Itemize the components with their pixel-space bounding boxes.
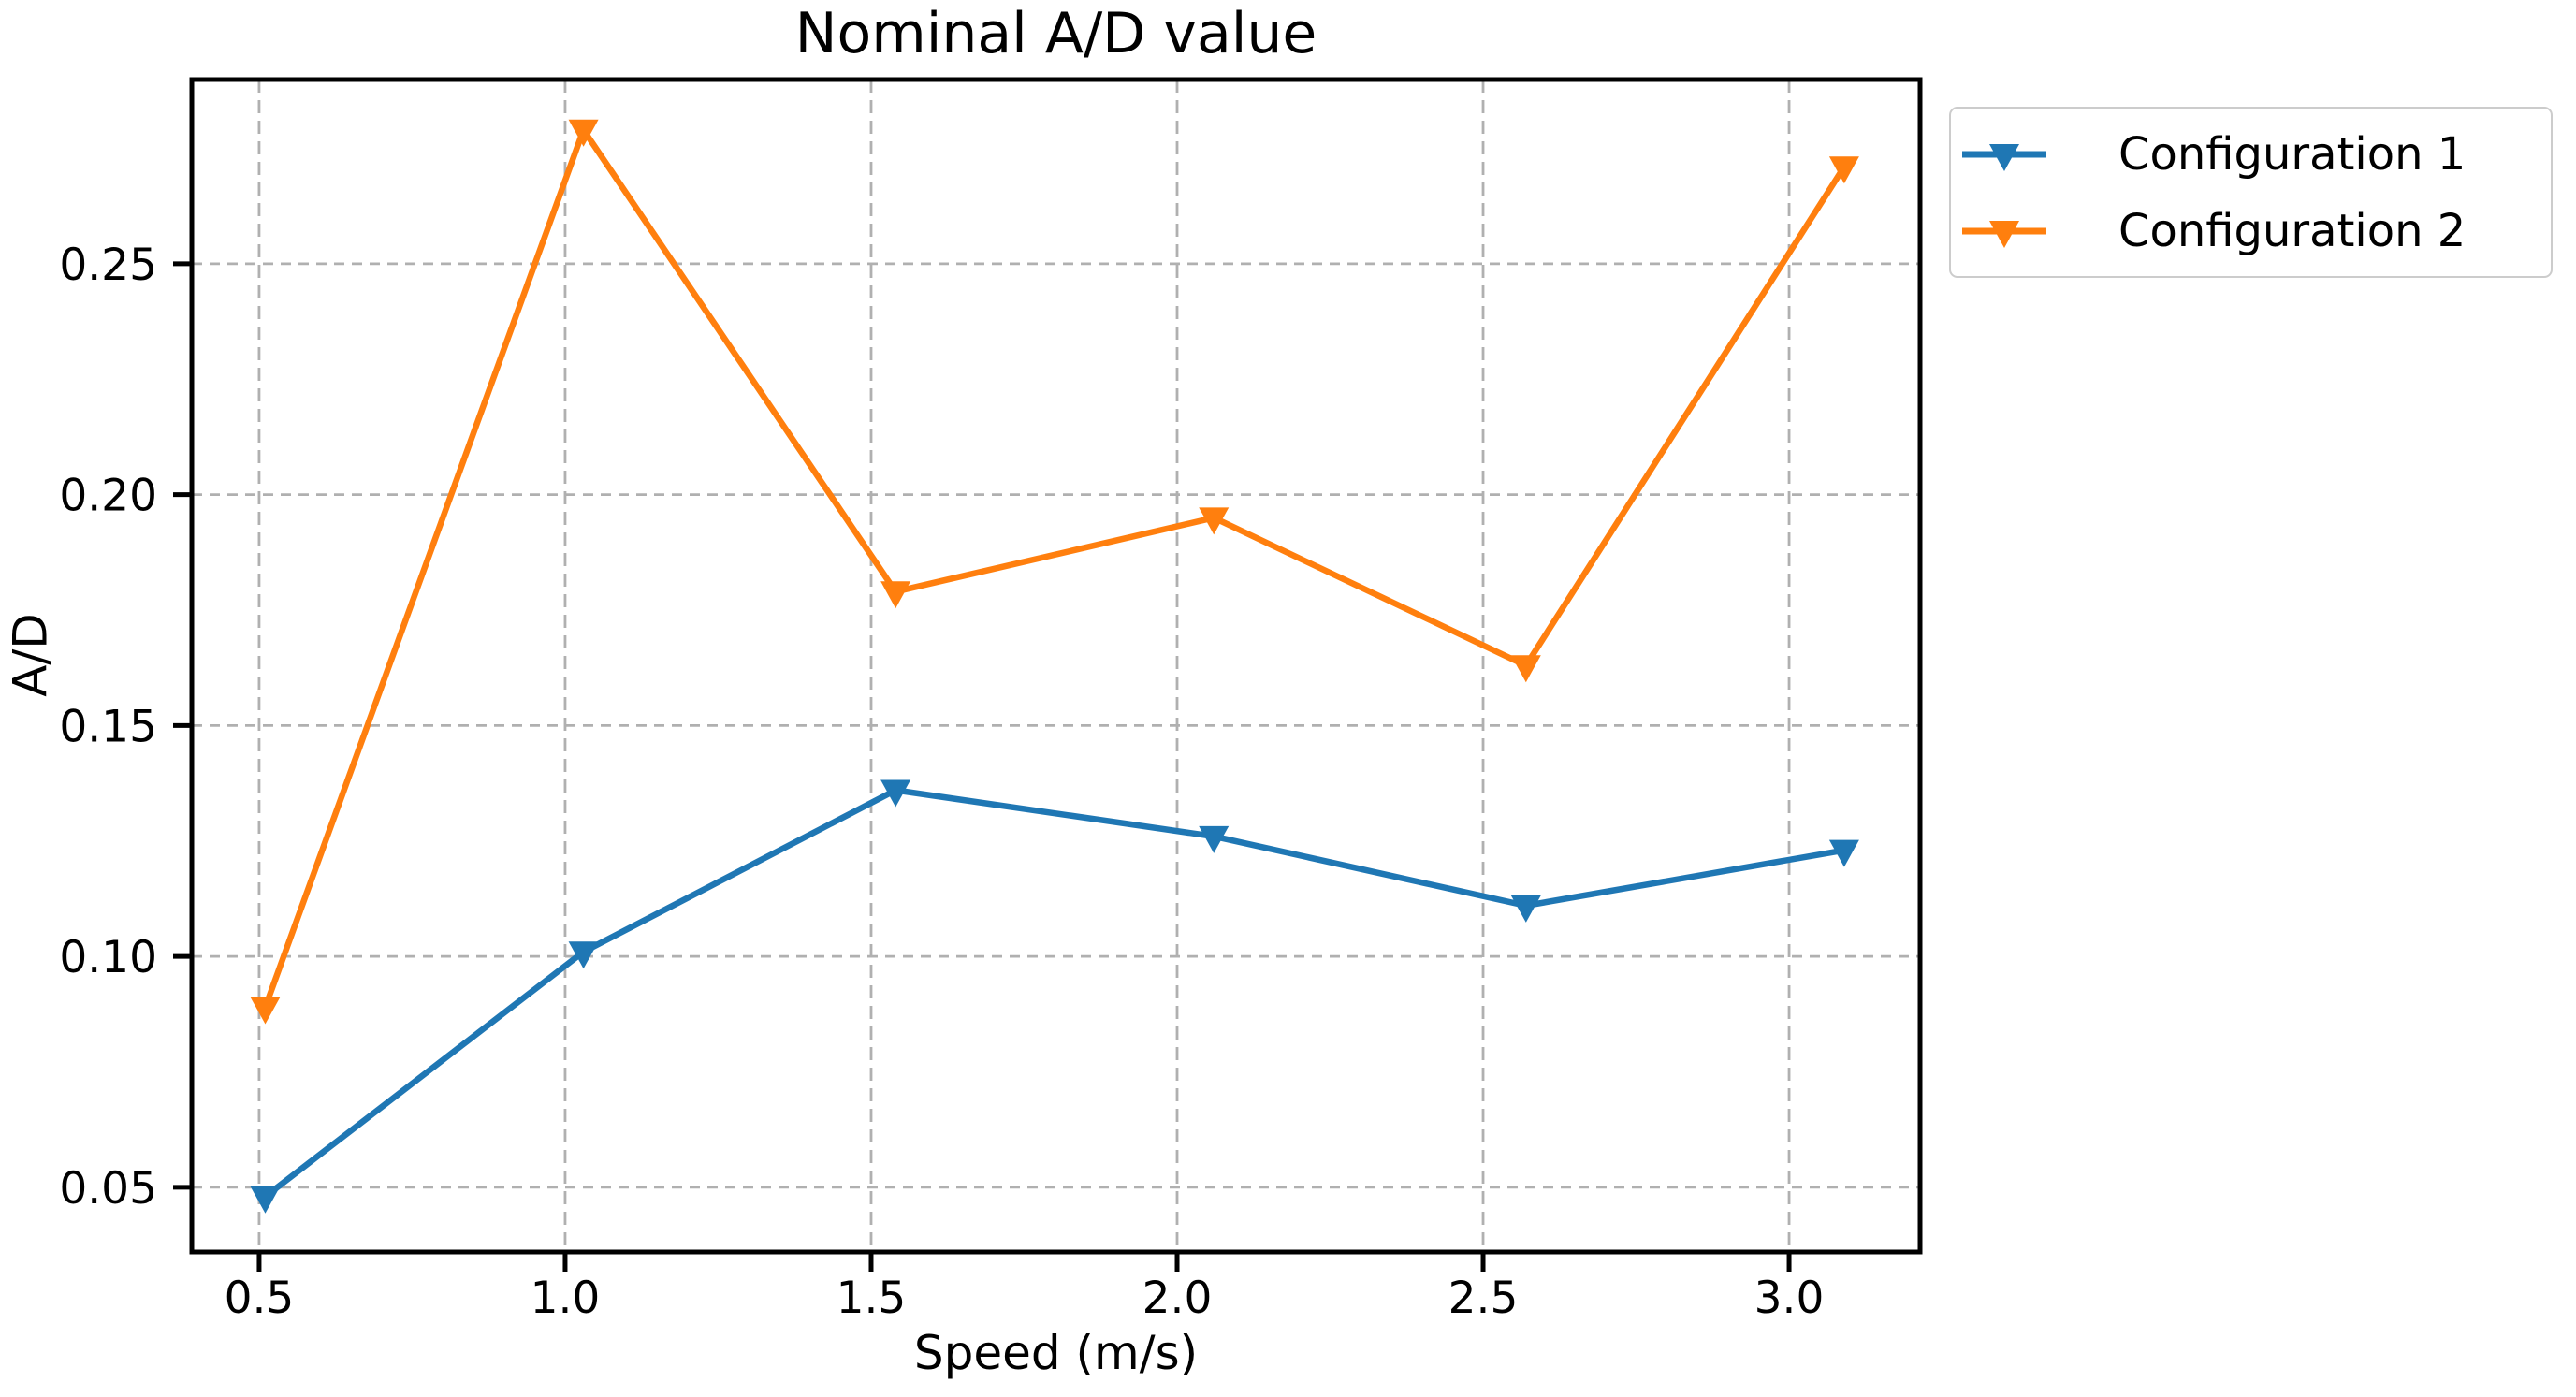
data-point-marker xyxy=(1828,156,1859,184)
legend-item: Configuration 2 xyxy=(1962,193,2551,269)
data-point-marker xyxy=(1199,825,1230,853)
x-tick-label: 1.5 xyxy=(837,1273,907,1324)
x-tick-label: 3.0 xyxy=(1754,1273,1825,1324)
x-tick-label: 2.0 xyxy=(1142,1273,1213,1324)
y-tick-label: 0.05 xyxy=(59,1163,157,1215)
data-point-marker xyxy=(250,997,281,1025)
data-point-marker xyxy=(1199,507,1230,535)
data-point-marker xyxy=(250,1186,281,1214)
data-point-marker xyxy=(880,581,911,609)
legend-line-marker-icon xyxy=(1962,143,2046,171)
y-tick-label: 0.10 xyxy=(59,932,157,983)
series-line-configuration-2 xyxy=(262,126,1848,1011)
y-axis-label: A/D xyxy=(3,613,58,697)
y-tick-label: 0.25 xyxy=(59,240,157,291)
x-tick-label: 0.5 xyxy=(225,1273,295,1324)
y-tick-label: 0.15 xyxy=(59,701,157,752)
legend-label: Configuration 2 xyxy=(2118,204,2467,257)
x-tick-label: 1.0 xyxy=(531,1273,601,1324)
legend-line-marker-icon xyxy=(1962,220,2046,248)
data-point-marker xyxy=(1510,655,1541,683)
data-point-marker xyxy=(568,119,599,147)
series-line-configuration-1 xyxy=(262,787,1848,1201)
legend-item: Configuration 1 xyxy=(1962,116,2551,193)
legend-label: Configuration 1 xyxy=(2118,127,2467,181)
x-axis-label: Speed (m/s) xyxy=(913,1326,1199,1380)
data-point-marker xyxy=(1828,839,1859,867)
data-point-marker xyxy=(1510,895,1541,923)
data-point-marker xyxy=(880,779,911,808)
chart-title: Nominal A/D value xyxy=(794,1,1317,66)
legend: Configuration 1 Configuration 2 xyxy=(1949,107,2553,278)
y-tick-label: 0.20 xyxy=(59,471,157,522)
x-tick-label: 2.5 xyxy=(1448,1273,1519,1324)
data-point-marker xyxy=(568,941,599,969)
plot-border xyxy=(189,77,1923,1255)
